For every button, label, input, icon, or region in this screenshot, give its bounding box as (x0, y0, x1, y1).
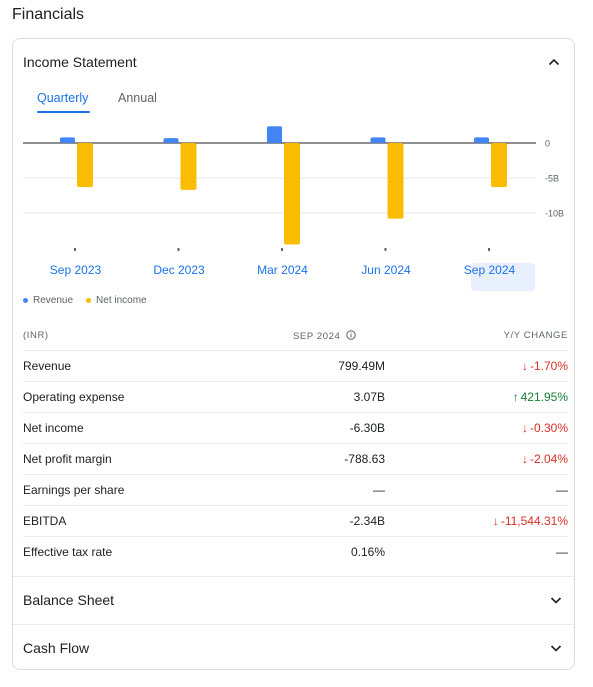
legend-net-income-label: Net income (96, 295, 147, 306)
x-tick-label[interactable]: Dec 2023 (153, 263, 205, 277)
financials-table: (INR) SEP 2024 Y/Y CHANGE Revenue 799.49M… (23, 321, 568, 567)
legend-revenue-label: Revenue (33, 295, 74, 306)
revenue-bar (474, 137, 489, 143)
revenue-bar (163, 138, 179, 143)
header-period-label: SEP 2024 (293, 330, 341, 342)
y-tick-label: 0 (545, 139, 550, 149)
y-tick-label: -5B (545, 174, 559, 184)
row-change: ↓ -1.70% (385, 350, 568, 382)
row-change: ↑ 421.95% (385, 381, 568, 413)
header-currency: (INR) (23, 321, 293, 351)
net-income-bar (180, 143, 197, 190)
row-value: -788.63 (293, 443, 385, 475)
change-value: -11,544.31% (500, 514, 568, 528)
row-label: Earnings per share (23, 474, 293, 506)
chart-legend: Revenue Net income (23, 295, 160, 306)
net-income-bar (77, 143, 93, 188)
arrow-up-icon: ↑ (512, 390, 519, 404)
row-label: Revenue (23, 350, 293, 382)
tab-active-indicator (37, 111, 90, 113)
change-value: -0.30% (529, 421, 568, 435)
x-tick-mark (281, 248, 283, 251)
legend-net-income: Net income (86, 295, 147, 306)
x-tick-mark (74, 248, 76, 251)
net-income-bar (491, 143, 507, 188)
row-change: ↓ -2.04% (385, 443, 568, 475)
row-value: 0.16% (350, 545, 385, 559)
selected-period-highlight (471, 263, 535, 291)
tab-annual[interactable]: Annual (118, 91, 157, 105)
row-value: -6.30B (293, 412, 385, 444)
row-value: -2.34B (293, 505, 385, 537)
net-income-dot-icon (86, 298, 92, 303)
tab-quarterly[interactable]: Quarterly (37, 91, 89, 105)
x-tick-label[interactable]: Sep 2024 (464, 263, 516, 277)
table-header-row: (INR) SEP 2024 Y/Y CHANGE (23, 321, 568, 351)
table-row: Net income -6.30B ↓ -0.30% (23, 412, 568, 444)
chevron-down-icon[interactable] (548, 592, 564, 608)
financials-card: Income Statement Quarterly Annual 0 -5B -1… (12, 38, 575, 670)
legend-revenue: Revenue (23, 295, 73, 306)
info-icon[interactable] (346, 329, 357, 340)
revenue-bar (370, 137, 386, 143)
row-value: 3.07B (293, 381, 385, 413)
cash-flow-section[interactable]: Cash Flow (13, 624, 574, 669)
x-tick-mark (177, 248, 180, 251)
page-title: Financials (12, 6, 85, 23)
change-value: -2.04% (529, 452, 568, 466)
y-tick-label: -10B (545, 209, 564, 219)
x-tick-label[interactable]: Jun 2024 (361, 263, 411, 277)
x-tick-label[interactable]: Mar 2024 (257, 263, 308, 277)
row-change: — (385, 474, 568, 506)
row-label: EBITDA (23, 505, 293, 537)
balance-sheet-section[interactable]: Balance Sheet (13, 576, 574, 624)
table-row: Effective tax rate 0.16% — (23, 537, 568, 568)
x-tick-label[interactable]: Sep 2023 (50, 263, 102, 277)
row-change: ↓ -0.30% (385, 412, 568, 444)
arrow-down-icon: ↓ (521, 421, 528, 435)
row-label: Net profit margin (23, 443, 293, 475)
row-value: 799.49M (293, 350, 385, 382)
arrow-down-icon: ↓ (521, 452, 528, 466)
row-label: Operating expense (23, 381, 293, 413)
income-statement-header[interactable]: Income Statement (13, 39, 574, 85)
revenue-bar (60, 137, 75, 143)
row-change: ↓ -11,544.31% (385, 505, 568, 537)
x-tick-mark (384, 248, 387, 251)
header-period: SEP 2024 (293, 321, 385, 351)
row-change: — (556, 545, 568, 559)
balance-sheet-title: Balance Sheet (23, 592, 115, 608)
header-yy-change: Y/Y CHANGE (385, 321, 568, 351)
chevron-down-icon[interactable] (548, 640, 564, 656)
table-row: Earnings per share — — (23, 474, 568, 506)
table-row: Operating expense 3.07B ↑ 421.95% (23, 381, 568, 413)
change-value: -1.70% (529, 359, 568, 373)
table-row: Net profit margin -788.63 ↓ -2.04% (23, 443, 568, 475)
row-label: Net income (23, 412, 293, 444)
revenue-dot-icon (23, 298, 28, 303)
arrow-down-icon: ↓ (521, 359, 528, 373)
revenue-bar (267, 126, 282, 143)
cash-flow-title: Cash Flow (23, 640, 90, 656)
table-row: EBITDA -2.34B ↓ -11,544.31% (23, 505, 568, 537)
arrow-down-icon: ↓ (492, 514, 499, 528)
income-statement-title: Income Statement (23, 54, 137, 70)
income-chart: 0 -5B -10B Sep 2023 Dec 2023 Mar 2024 Jun 2024… (23, 126, 564, 291)
change-value: 421.95% (520, 390, 568, 404)
row-label: Effective tax rate (23, 545, 113, 559)
net-income-bar (387, 143, 404, 219)
net-income-bar (284, 143, 300, 245)
table-row: Revenue 799.49M ↓ -1.70% (23, 350, 568, 382)
row-value: — (293, 474, 385, 506)
chevron-up-icon[interactable] (546, 54, 562, 70)
x-tick-mark (488, 248, 490, 251)
